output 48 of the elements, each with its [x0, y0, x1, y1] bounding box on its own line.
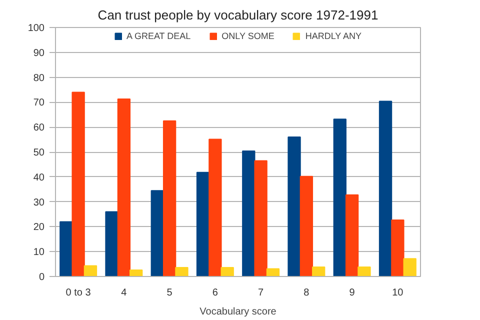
chart-title: Can trust people by vocabulary score 1972-1991	[98, 8, 378, 22]
y-tick-label: 10	[33, 247, 45, 258]
bar	[60, 221, 73, 276]
x-tick-label: 0 to 3	[66, 288, 92, 298]
bar	[378, 100, 392, 276]
bar	[162, 120, 176, 276]
y-tick-label: 30	[33, 197, 45, 208]
bar	[333, 118, 346, 276]
bar	[72, 92, 85, 276]
y-tick-label: 50	[33, 148, 45, 158]
y-tick-label: 20	[33, 222, 45, 234]
x-tick-label: 7	[258, 288, 264, 298]
y-tick-label: 100	[28, 23, 45, 34]
y-tick-label: 0	[38, 272, 45, 283]
bar	[358, 266, 371, 276]
bar	[403, 258, 416, 276]
bar	[150, 190, 164, 276]
legend-label: A GREAT DEAL	[126, 31, 191, 41]
legend-label: ONLY SOME	[222, 31, 274, 41]
y-tick-label: 80	[33, 72, 45, 84]
bar	[105, 211, 118, 276]
y-tick-label: 70	[33, 98, 45, 109]
x-tick-label: 6	[212, 288, 218, 298]
legend-label: HARDLY ANY	[305, 31, 362, 41]
bar	[208, 138, 222, 276]
x-axis-title: Vocabulary score	[200, 306, 277, 318]
bar	[220, 267, 234, 276]
y-tick-label: 90	[33, 48, 45, 59]
y-tick-label: 60	[33, 122, 45, 134]
bar	[391, 219, 404, 276]
x-tick-label: 10	[392, 288, 404, 298]
bar	[196, 172, 210, 276]
bar	[117, 98, 131, 276]
x-tick-label: 8	[304, 288, 310, 298]
y-tick-label: 40	[33, 172, 45, 184]
bar	[130, 270, 143, 276]
bar	[242, 150, 256, 276]
bar	[288, 136, 301, 276]
x-tick-label: 4	[121, 288, 128, 298]
bar	[300, 176, 314, 276]
x-tick-label: 5	[166, 288, 173, 298]
bar	[266, 268, 280, 276]
bar	[345, 194, 359, 276]
x-tick-label: 9	[349, 288, 356, 298]
bar	[254, 160, 268, 276]
bar	[84, 265, 98, 276]
bar	[312, 266, 326, 276]
bar	[175, 267, 188, 276]
